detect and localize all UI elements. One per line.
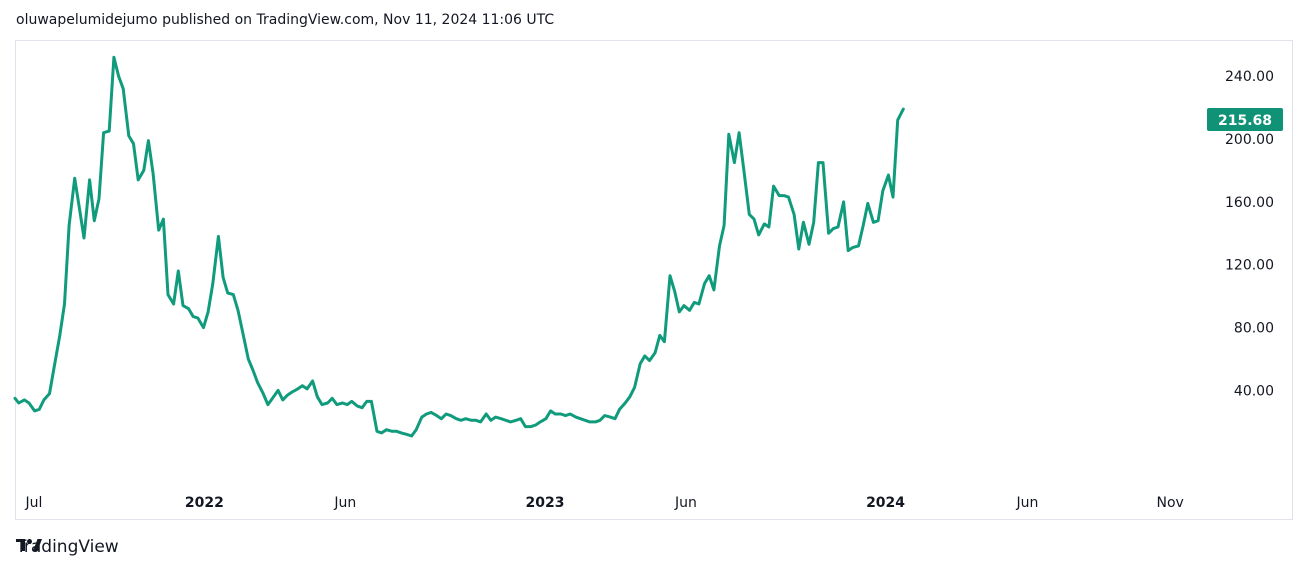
- x-tick-label: 2024: [866, 495, 905, 511]
- x-tick-label: 2022: [185, 495, 224, 511]
- publication-caption: oluwapelumidejumo published on TradingVi…: [16, 12, 555, 28]
- last-price-tag: 215.68: [1207, 108, 1283, 131]
- x-tick-label: 2023: [525, 495, 564, 511]
- price-series-line: [13, 55, 905, 438]
- y-tick-label: 240.00: [1225, 69, 1274, 85]
- tradingview-logo-icon: [16, 539, 42, 551]
- y-tick-label: 160.00: [1225, 195, 1274, 211]
- y-tick-label: 200.00: [1225, 132, 1274, 148]
- y-tick-label: 40.00: [1234, 383, 1274, 399]
- x-axis: Jul 2022 Jun 2023 Jun 2024 Jun Nov: [25, 495, 1184, 511]
- y-tick-label: 80.00: [1234, 321, 1274, 337]
- x-tick-label: Nov: [1156, 495, 1183, 511]
- x-tick-label: Jun: [1015, 495, 1038, 511]
- chart-frame: [15, 40, 1293, 520]
- x-tick-label: Jun: [674, 495, 697, 511]
- y-tick-label: 120.00: [1225, 258, 1274, 274]
- x-tick-label: Jun: [333, 495, 356, 511]
- brand-footer[interactable]: TradingView: [16, 537, 119, 557]
- last-price-label: 215.68: [1218, 113, 1272, 129]
- y-axis: 40.00 80.00 120.00 160.00 200.00 240.00: [1225, 69, 1274, 399]
- x-tick-label: Jul: [25, 495, 43, 511]
- brand-name: TradingView: [16, 537, 119, 557]
